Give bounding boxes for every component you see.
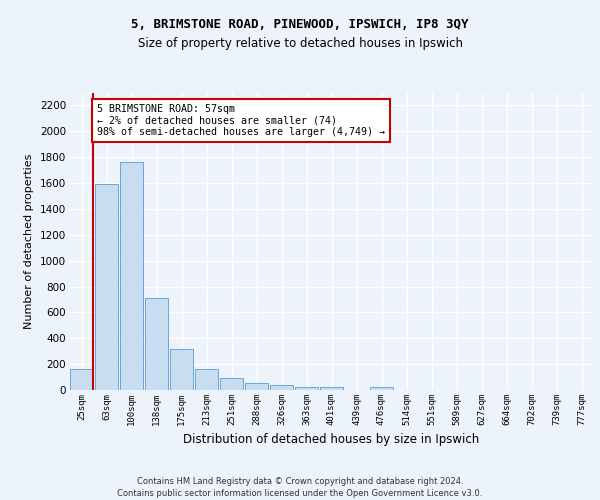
- Bar: [270, 386, 293, 390]
- Text: Contains HM Land Registry data © Crown copyright and database right 2024.: Contains HM Land Registry data © Crown c…: [137, 476, 463, 486]
- Bar: [370, 388, 393, 390]
- Bar: [120, 162, 143, 390]
- Bar: [170, 350, 193, 390]
- Text: Size of property relative to detached houses in Ipswich: Size of property relative to detached ho…: [137, 38, 463, 51]
- Y-axis label: Number of detached properties: Number of detached properties: [25, 154, 34, 329]
- Bar: [195, 370, 218, 390]
- Bar: [95, 184, 118, 390]
- Bar: [295, 387, 318, 390]
- Bar: [145, 298, 168, 390]
- Bar: [220, 378, 243, 390]
- Bar: [320, 388, 343, 390]
- Text: Contains public sector information licensed under the Open Government Licence v3: Contains public sector information licen…: [118, 490, 482, 498]
- Bar: [245, 383, 268, 390]
- Bar: [70, 370, 93, 390]
- Text: 5, BRIMSTONE ROAD, PINEWOOD, IPSWICH, IP8 3QY: 5, BRIMSTONE ROAD, PINEWOOD, IPSWICH, IP…: [131, 18, 469, 30]
- X-axis label: Distribution of detached houses by size in Ipswich: Distribution of detached houses by size …: [184, 434, 479, 446]
- Text: 5 BRIMSTONE ROAD: 57sqm
← 2% of detached houses are smaller (74)
98% of semi-det: 5 BRIMSTONE ROAD: 57sqm ← 2% of detached…: [97, 104, 385, 138]
